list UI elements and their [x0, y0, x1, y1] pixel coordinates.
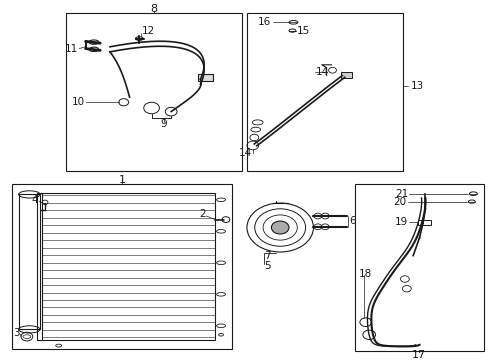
Text: 6: 6 [348, 216, 355, 226]
Text: 5: 5 [264, 261, 270, 271]
Text: 19: 19 [394, 217, 407, 228]
Bar [41, 193, 215, 340]
Text: 10: 10 [71, 97, 84, 107]
Text: 2: 2 [198, 209, 205, 219]
Bar [340, 72, 351, 78]
Bar [417, 220, 430, 225]
Bar [12, 184, 232, 349]
Text: 17: 17 [411, 350, 425, 360]
Text: 14: 14 [238, 148, 251, 158]
Circle shape [271, 221, 288, 234]
Text: 4: 4 [31, 195, 38, 205]
Text: 21: 21 [394, 189, 407, 199]
Bar [198, 74, 212, 81]
Text: 7: 7 [264, 251, 270, 261]
Text: 16: 16 [258, 17, 271, 27]
Bar [19, 194, 40, 329]
Text: 12: 12 [142, 26, 155, 36]
Text: 18: 18 [358, 269, 371, 279]
Text: 15: 15 [296, 26, 309, 36]
Text: 20: 20 [393, 197, 406, 207]
Text: 3: 3 [13, 328, 20, 338]
Text: 1: 1 [119, 175, 125, 185]
Text: 9: 9 [160, 119, 167, 129]
Text: 8: 8 [150, 4, 157, 14]
Text: 14: 14 [315, 67, 328, 77]
Bar [66, 13, 242, 171]
Text: 13: 13 [410, 81, 423, 91]
Text: 11: 11 [65, 44, 78, 54]
Bar [246, 13, 403, 171]
Bar [354, 184, 483, 351]
